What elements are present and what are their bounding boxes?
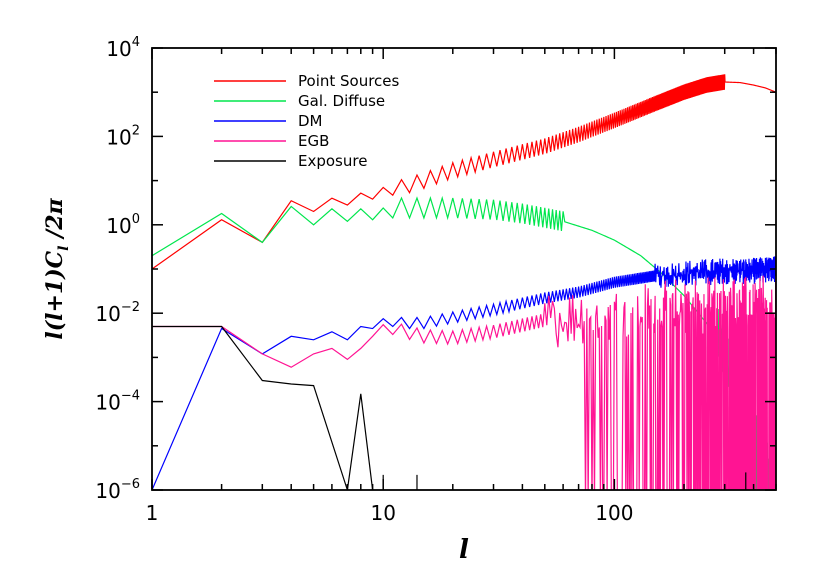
legend-label-egb: EGB: [298, 132, 329, 150]
y-tick-label: 10−6: [95, 477, 140, 503]
series-line-exposure: [152, 325, 374, 490]
series-line-dm: [152, 256, 776, 490]
x-axis-label: l: [459, 535, 469, 565]
y-tick-label: 100: [106, 212, 140, 238]
svg-text:l(l+1)Cl /2π: l(l+1)Cl /2π: [42, 197, 72, 339]
series-line-point-sources: [152, 74, 776, 270]
legend-label-dm: DM: [298, 112, 323, 130]
series-line-egb: [152, 275, 776, 490]
legend-label-exposure: Exposure: [298, 152, 367, 170]
y-tick-label: 102: [106, 123, 140, 149]
y-tick-label: 10−2: [95, 300, 140, 326]
x-tick-label: 10: [370, 501, 395, 525]
y-tick-label: 10−4: [95, 389, 140, 415]
axes-layer: 1 10 100 10−6 10−4 10−2 100 102 104: [95, 35, 777, 525]
y-tick-label: 104: [106, 35, 140, 61]
series-layer: [152, 74, 776, 490]
y-axis-label: l(l+1)Cl /2π: [42, 197, 72, 339]
x-tick-label: 1: [146, 501, 159, 525]
legend: Point Sources Gal. Diffuse DM EGB Exposure: [214, 72, 400, 170]
legend-label-point-sources: Point Sources: [298, 72, 400, 90]
x-tick-label: 100: [595, 501, 633, 525]
legend-label-gal-diffuse: Gal. Diffuse: [298, 92, 385, 110]
y-axis-label-subscript: l: [56, 245, 72, 250]
